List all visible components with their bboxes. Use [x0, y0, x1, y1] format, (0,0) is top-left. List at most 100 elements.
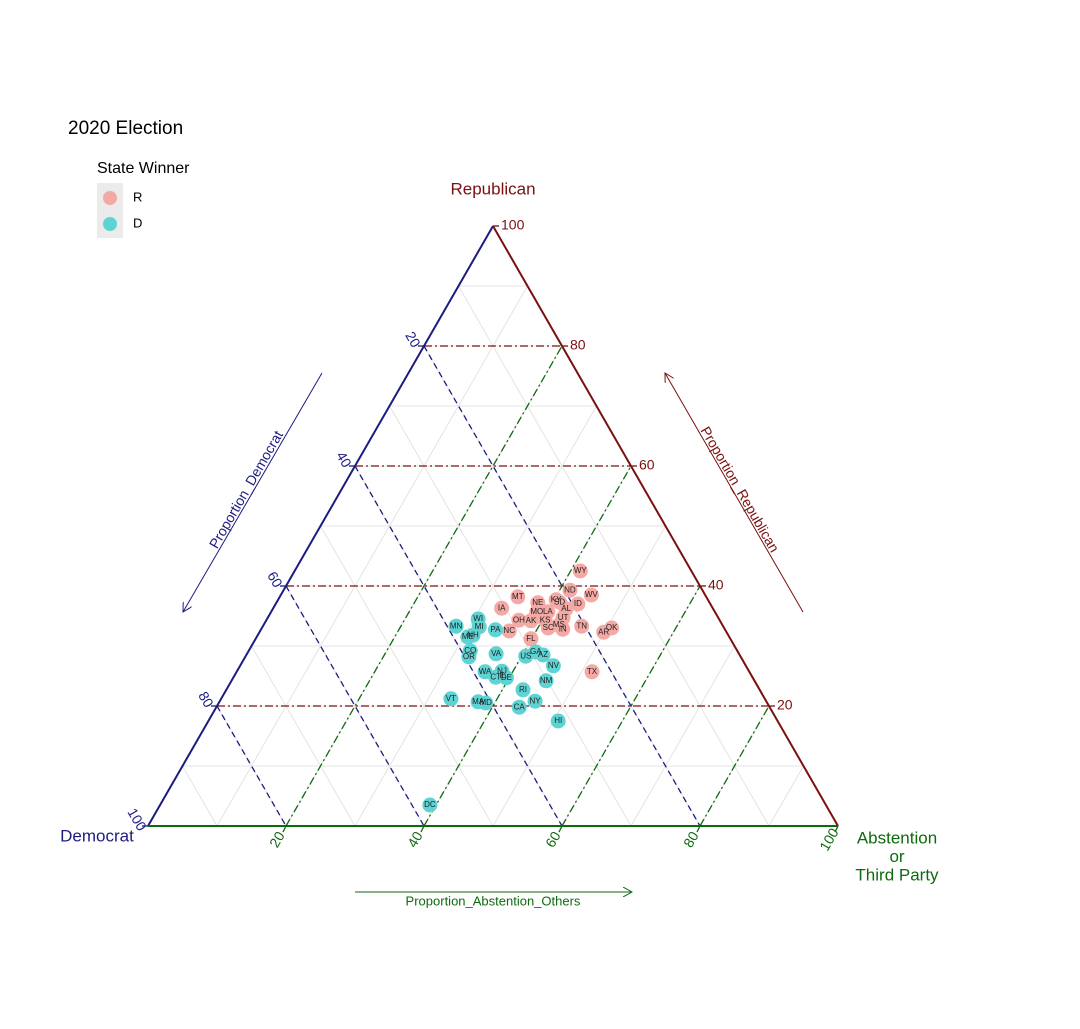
vertex-label: Third Party [855, 865, 939, 884]
point [523, 631, 539, 647]
point [523, 613, 539, 629]
point-label: PA [490, 625, 501, 634]
point-label: MN [450, 621, 463, 630]
axis-title: Proportion_Democrat [206, 428, 286, 551]
point-label: AL [561, 604, 571, 613]
major-grid-abstention [285, 345, 563, 827]
major-grid-abstention [561, 585, 701, 827]
grid-line [182, 765, 218, 827]
point [511, 699, 527, 715]
point [422, 797, 438, 813]
major-grid-abstention [699, 705, 770, 827]
point-label: MA [472, 697, 485, 706]
legend-title: State Winner [97, 160, 190, 177]
point-label: NC [503, 626, 515, 635]
point-label: ID [574, 599, 582, 608]
axis-republican [492, 225, 839, 827]
abstention-tick-label: 20 [266, 828, 288, 850]
point-label: NM [540, 676, 553, 685]
legend-marker [103, 191, 117, 205]
democrat-tick-label: 80 [195, 689, 217, 711]
point [562, 582, 578, 598]
axis-title: Proportion_Republican [698, 424, 783, 555]
point [540, 620, 556, 636]
axis-arrow [665, 373, 804, 613]
democrat-tick-label: 60 [264, 569, 286, 591]
point-label: US [520, 651, 531, 660]
point [487, 622, 503, 638]
grid-line [320, 525, 494, 827]
abstention-tick-label: 80 [680, 828, 702, 850]
point-label: RI [519, 685, 527, 694]
point [550, 713, 566, 729]
point-label: AZ [538, 650, 548, 659]
major-grid-democrat [285, 585, 425, 827]
point [538, 673, 554, 689]
point-label: NV [548, 661, 560, 670]
republican-tick-label: 80 [570, 337, 586, 353]
point-label: OK [606, 623, 618, 632]
point-label: VT [446, 694, 456, 703]
point [478, 695, 494, 711]
point-label: OH [513, 615, 525, 624]
point-label: MD [480, 698, 493, 707]
democrat-tick-label: 20 [402, 329, 424, 351]
grid-line [251, 645, 356, 827]
point [510, 589, 526, 605]
republican-tick-label: 100 [501, 217, 525, 233]
point-label: SC [543, 623, 554, 632]
major-grid-democrat [423, 345, 701, 827]
grid-line [216, 285, 528, 827]
point-label: KY [551, 595, 562, 604]
point [570, 596, 586, 612]
point-label: LA [543, 607, 553, 616]
point-label: TX [587, 667, 598, 676]
abstention-tick-label: 40 [404, 828, 426, 850]
point-label: CT [490, 672, 501, 681]
legend-marker [103, 217, 117, 231]
grid-line [458, 285, 770, 827]
vertex-label: Democrat [60, 826, 134, 845]
point-label: OR [463, 652, 475, 661]
point-label: TN [576, 621, 587, 630]
axis-arrow [183, 372, 323, 612]
point-label: MI [475, 622, 484, 631]
point-label: KS [540, 615, 551, 624]
point [448, 618, 464, 634]
grid-line [389, 405, 632, 827]
point-label: VA [491, 649, 502, 658]
republican-tick-label: 40 [708, 577, 724, 593]
legend-label: D [133, 215, 142, 230]
point-label: DC [424, 800, 436, 809]
point [501, 623, 517, 639]
point-label: NE [532, 598, 543, 607]
point-label: AK [526, 616, 537, 625]
democrat-tick-label: 40 [333, 449, 355, 471]
point [511, 612, 527, 628]
republican-tick-label: 60 [639, 457, 655, 473]
point-label: CO [464, 646, 476, 655]
grid-line [492, 525, 666, 827]
point [495, 668, 511, 684]
point-label: HI [554, 716, 562, 725]
point [572, 563, 588, 579]
point-label: WY [574, 566, 588, 575]
point-label: SD [554, 597, 565, 606]
point [527, 693, 543, 709]
point-label: ND [564, 585, 576, 594]
vertex-label: or [889, 847, 904, 866]
point-label: AR [598, 627, 609, 636]
chart-title: 2020 Election [68, 118, 183, 139]
point [535, 647, 551, 663]
point-label: WI [473, 614, 483, 623]
point-label: MT [512, 592, 524, 601]
legend-label: R [133, 189, 142, 204]
grid-line [768, 765, 804, 827]
point [545, 658, 561, 674]
point [604, 620, 620, 636]
point-label: CA [514, 702, 526, 711]
point-label: NY [530, 696, 542, 705]
point-label: WA [479, 667, 492, 676]
point-label: NJ [497, 666, 507, 675]
